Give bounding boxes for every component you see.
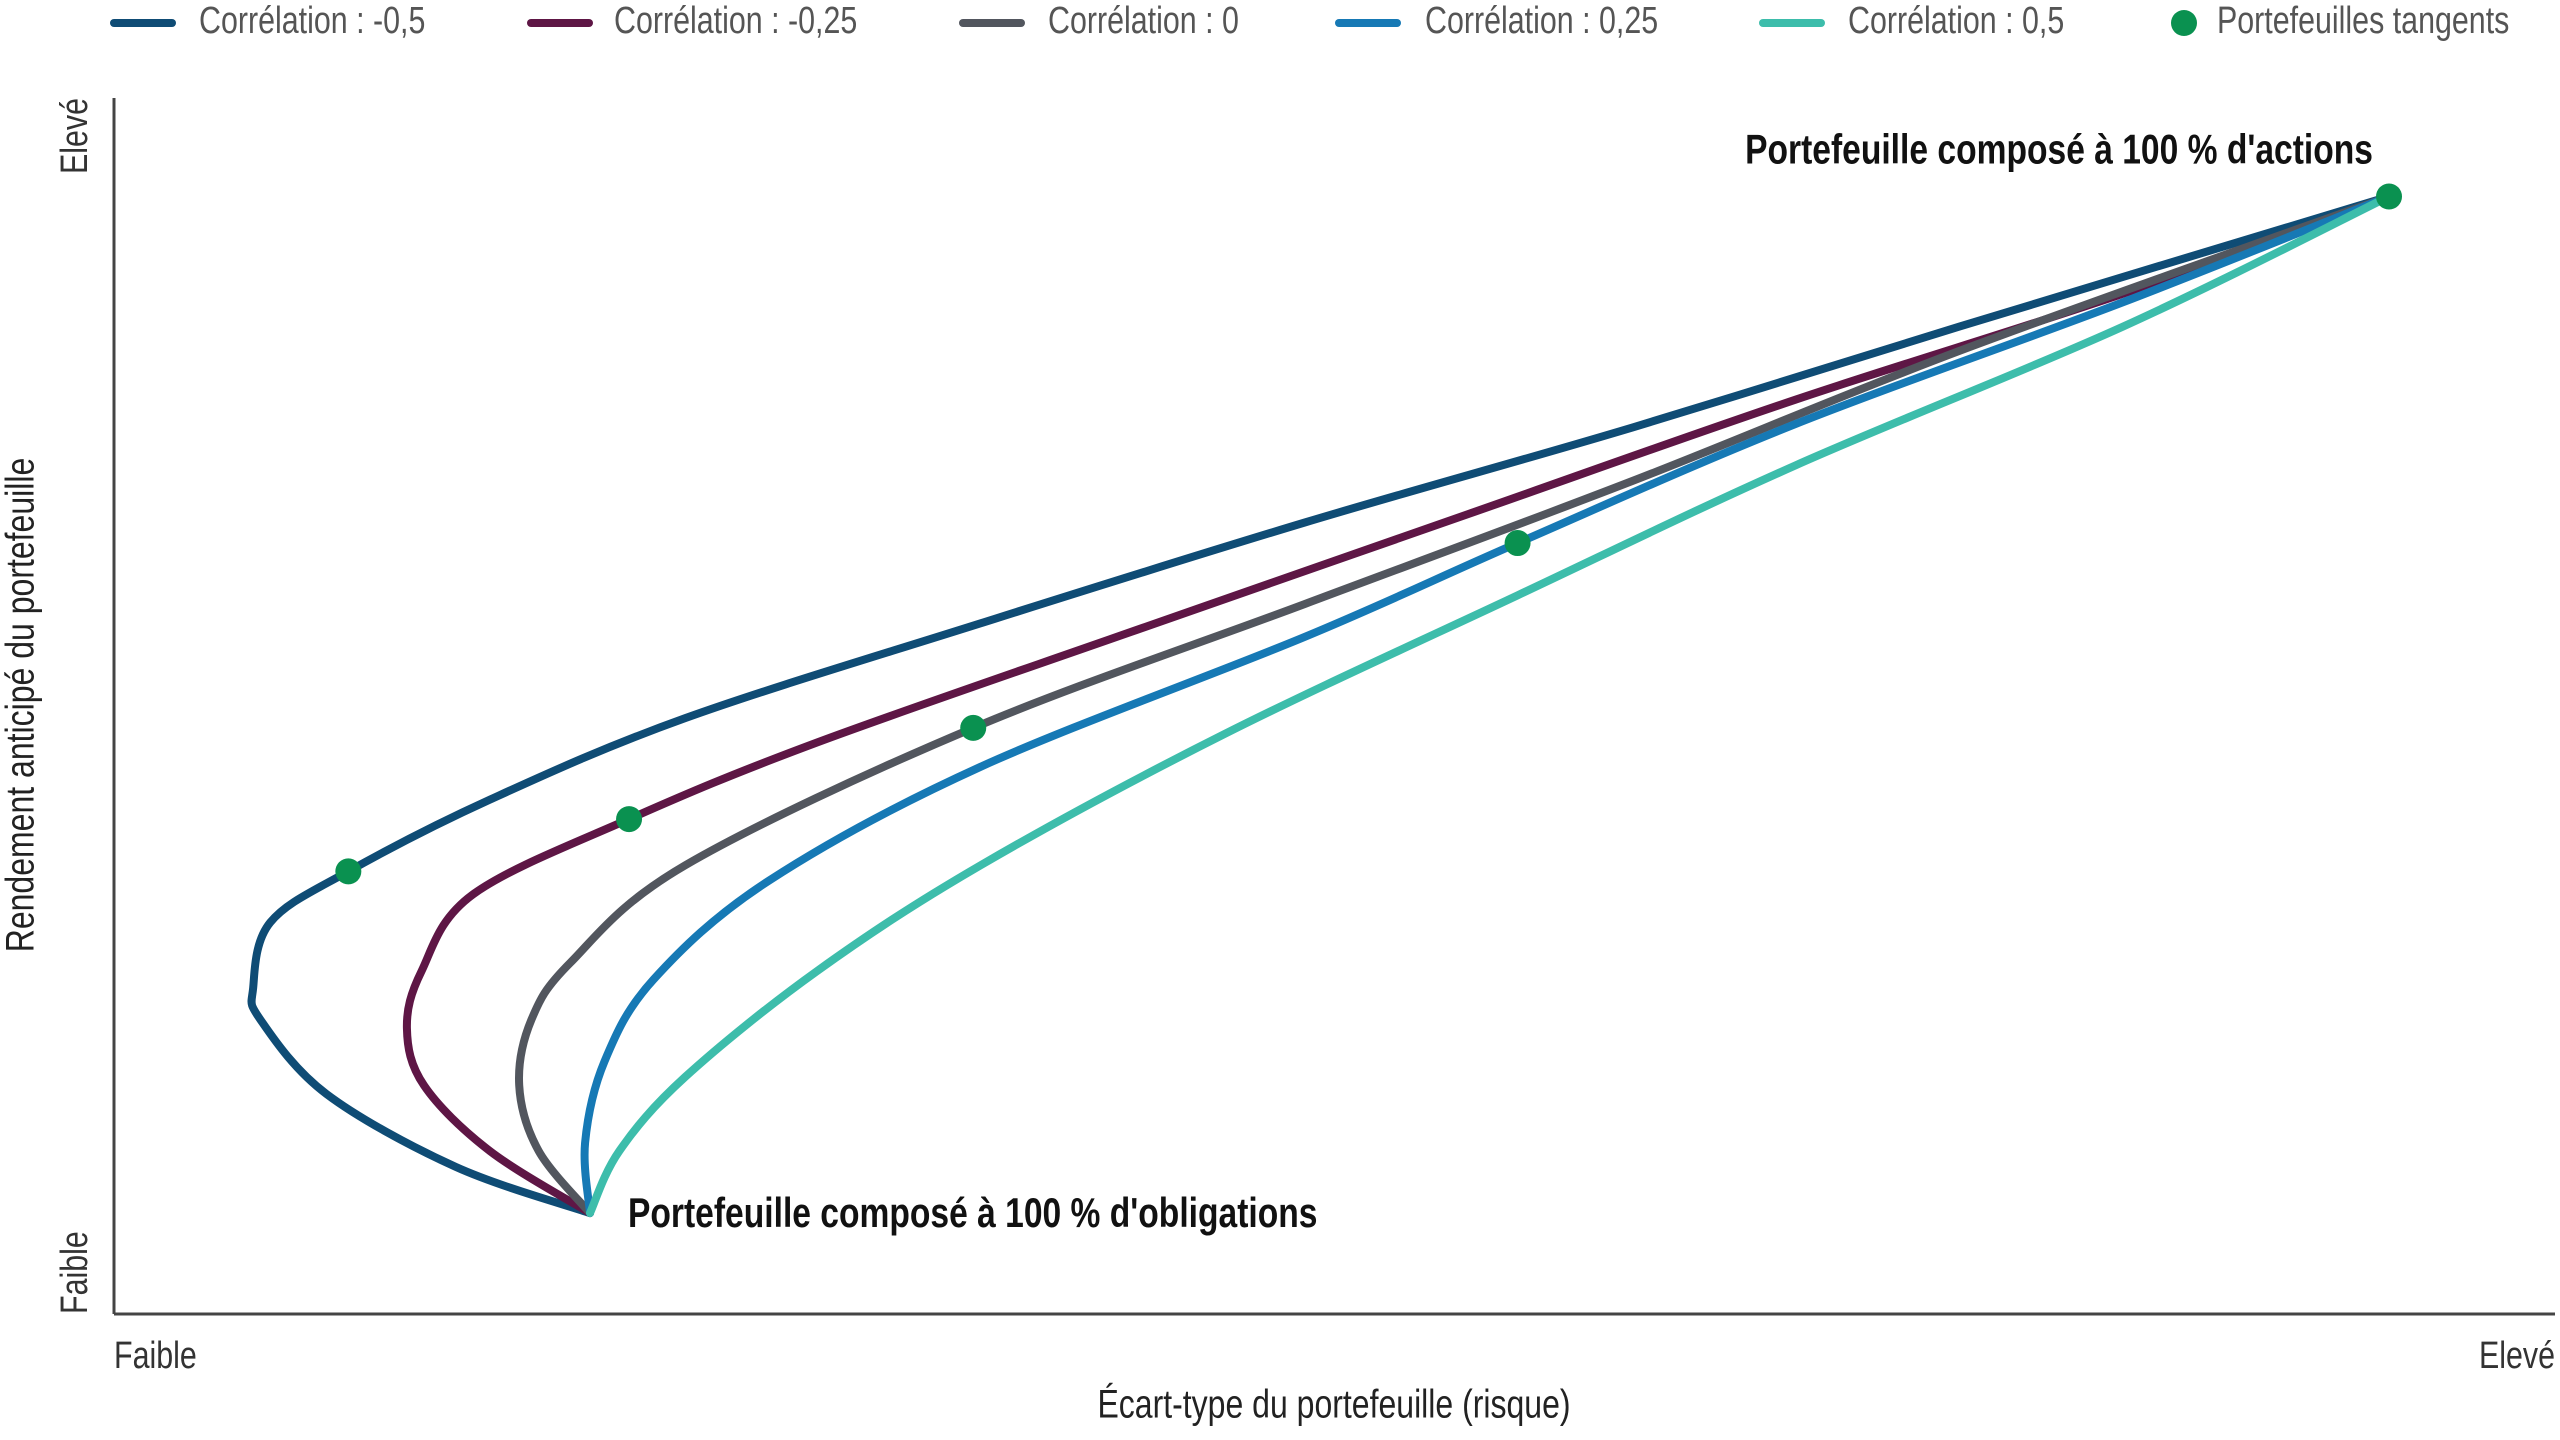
legend-label: Corrélation : -0,5 xyxy=(199,0,425,42)
tangent-point xyxy=(1504,530,1531,557)
legend-label: Corrélation : -0,25 xyxy=(614,0,857,42)
annotation: Portefeuille composé à 100 % d'obligatio… xyxy=(628,1189,1318,1236)
annotation: Portefeuille composé à 100 % d'actions xyxy=(1745,126,2373,173)
tangent-point xyxy=(2376,183,2403,210)
tangent-point xyxy=(960,714,987,741)
tangent-point xyxy=(616,806,643,833)
y-tick-label: Faible xyxy=(54,1231,96,1314)
x-tick-label: Faible xyxy=(114,1335,197,1377)
x-tick-label: Elevé xyxy=(2479,1335,2555,1377)
frontier-line xyxy=(580,192,2394,1218)
x-axis-title: Écart-type du portefeuille (risque) xyxy=(1097,1382,1570,1427)
legend-label: Corrélation : 0 xyxy=(1048,0,1239,42)
frontier-line xyxy=(247,192,2394,1218)
legend-label: Corrélation : 0,5 xyxy=(1848,0,2064,42)
frontier-line xyxy=(585,192,2394,1218)
frontier-line xyxy=(515,192,2394,1218)
tangent-point xyxy=(335,858,362,885)
legend-swatch xyxy=(2171,10,2197,36)
frontier-line xyxy=(402,192,2394,1218)
y-axis-title: Rendement anticipé du portefeuille xyxy=(0,458,43,953)
legend-label: Corrélation : 0,25 xyxy=(1425,0,1658,42)
legend-label: Portefeuilles tangents xyxy=(2217,0,2509,42)
y-tick-label: Elevé xyxy=(54,98,96,174)
